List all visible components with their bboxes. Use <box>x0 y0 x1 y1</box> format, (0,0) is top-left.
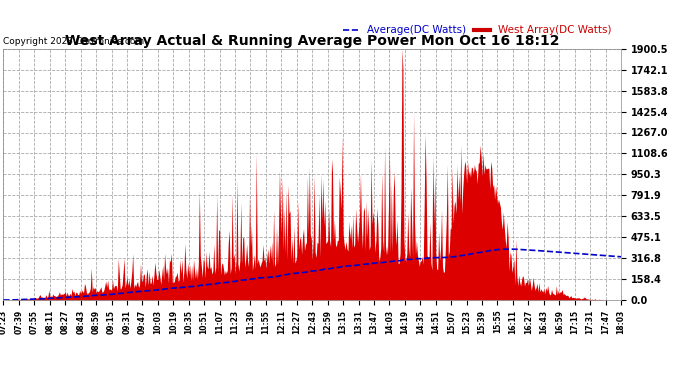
Text: Copyright 2023 Cartronics.com: Copyright 2023 Cartronics.com <box>3 37 145 46</box>
Legend: Average(DC Watts), West Array(DC Watts): Average(DC Watts), West Array(DC Watts) <box>339 21 615 40</box>
Title: West Array Actual & Running Average Power Mon Oct 16 18:12: West Array Actual & Running Average Powe… <box>65 34 560 48</box>
